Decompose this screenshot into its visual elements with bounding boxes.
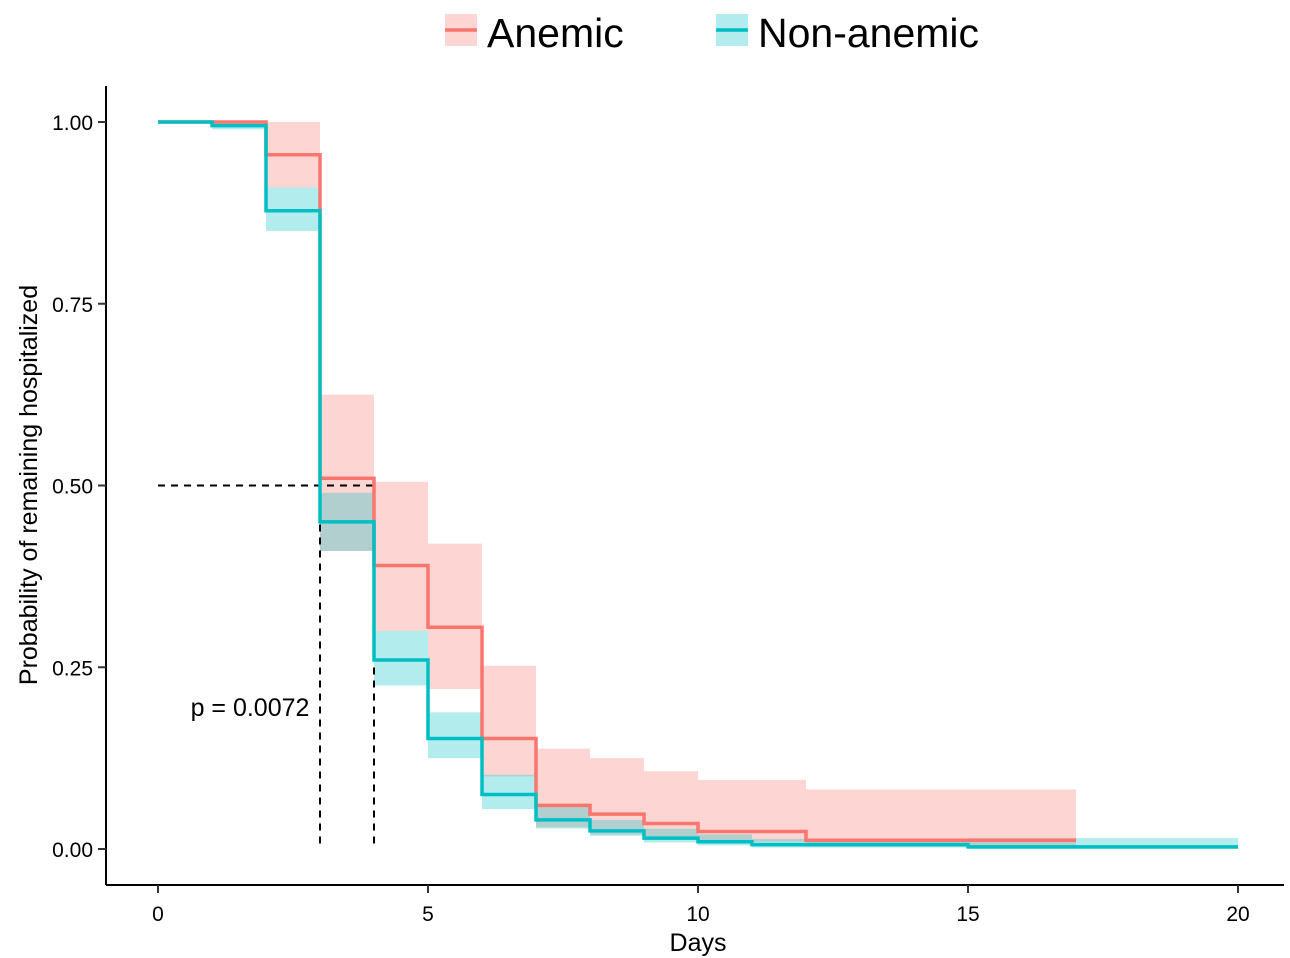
ci-band-anemic <box>536 748 590 828</box>
x-axis-title: Days <box>670 929 727 957</box>
x-tick-label: 10 <box>686 903 709 926</box>
x-tick-label: 0 <box>152 903 164 926</box>
x-tick-label: 20 <box>1226 903 1249 926</box>
x-tick-label: 15 <box>956 903 979 926</box>
ci-band-anemic <box>590 758 644 835</box>
y-tick-label: 0.00 <box>52 839 93 862</box>
ci-band-anemic <box>482 665 536 777</box>
ci-band-non-anemic <box>590 819 644 836</box>
p-value-annotation: p = 0.0072 <box>191 694 310 722</box>
ci-band-non-anemic <box>428 712 482 759</box>
ci-band-anemic <box>644 771 698 839</box>
survival-curve-non-anemic <box>158 120 1238 849</box>
ci-band-anemic <box>320 394 374 551</box>
legend-label-non-anemic: Non-anemic <box>758 10 979 56</box>
survival-curves <box>158 120 1238 849</box>
ci-band-non-anemic <box>374 630 428 686</box>
y-tick-label: 0.25 <box>52 657 93 680</box>
ci-band-non-anemic <box>968 838 1238 849</box>
ci-band-anemic <box>428 543 482 690</box>
axes: 0 5 10 15 20 0.00 0.25 0.50 0.75 1.00 <box>52 86 1284 926</box>
x-tick-label: 5 <box>422 903 434 926</box>
confidence-bands <box>212 122 1238 849</box>
y-tick-label: 0.50 <box>52 476 93 499</box>
ci-band-anemic <box>806 789 1076 847</box>
ci-band-non-anemic <box>482 774 536 810</box>
y-axis-title: Probability of remaining hospitalized <box>15 285 43 685</box>
legend-label-anemic: Anemic <box>487 10 624 56</box>
legend: Anemic Non-anemic <box>445 10 979 56</box>
y-tick-label: 0.75 <box>52 294 93 317</box>
median-lines <box>158 484 375 849</box>
ci-band-non-anemic <box>644 828 698 843</box>
ci-band-anemic <box>374 481 428 631</box>
y-tick-label: 1.00 <box>52 112 93 135</box>
ci-band-non-anemic <box>698 834 752 846</box>
ci-band-non-anemic <box>536 805 590 829</box>
